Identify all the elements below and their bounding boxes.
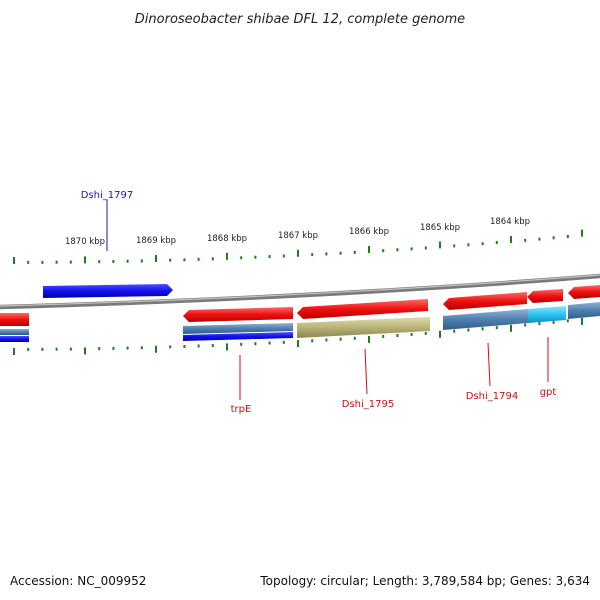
gene-dshi-1794-pointer [487,342,491,387]
gene-dshi-1795-arrow[interactable] [297,299,428,319]
scale-label-1866: 1866 kbp [349,227,389,237]
cds-right-edge-steel[interactable] [568,302,600,319]
cds-left-edge-blue[interactable] [0,336,29,342]
scale-label-1869: 1869 kbp [136,236,176,246]
gene-trpe-label: trpE [231,404,252,415]
lower-scale-ticks [13,317,583,355]
cds-dshi-1794-steel[interactable] [443,309,528,330]
gene-gpt-callout: gpt [540,337,557,398]
gene-dshi-1794-arrow[interactable] [443,292,527,310]
gene-dshi-1795-callout: Dshi_1795 [342,348,394,410]
gene-gpt-arrow[interactable] [527,289,563,303]
gene-dshi-1795-label: Dshi_1795 [342,399,394,410]
upper-scale-ticks [13,229,583,264]
gene-dshi-1797[interactable]: Dshi_1797 [43,190,173,298]
cds-dshi-1795-olive[interactable] [297,317,430,338]
gene-dshi-1795-pointer [364,348,368,395]
cds-trpe-blue[interactable] [183,332,293,341]
gene-trpe-arrow[interactable] [183,307,293,322]
gene-gpt-label: gpt [540,387,557,398]
cds-trpe-steel[interactable] [183,323,293,334]
accession-text: Accession: NC_009952 [10,574,147,588]
scale-label-1868: 1868 kbp [207,234,247,244]
gene-dshi-1797-label: Dshi_1797 [81,190,133,201]
scale-label-1864: 1864 kbp [490,217,530,227]
gene-left-edge-red[interactable] [0,313,29,326]
gene-dshi-1797-arrow[interactable] [43,284,173,298]
genome-title: Dinoroseobacter shibae DFL 12, complete … [135,12,465,27]
cds-gpt-cyan[interactable] [528,306,566,323]
reverse-strand-genes [0,285,600,342]
gene-right-edge-red[interactable] [568,285,600,299]
scale-labels: 1870 kbp 1869 kbp 1868 kbp 1867 kbp 1866… [65,217,530,247]
gene-dshi-1794-callout: Dshi_1794 [466,342,518,402]
scale-label-1867: 1867 kbp [278,231,318,241]
scale-label-1865: 1865 kbp [420,223,460,233]
genome-backbone-highlight [0,274,600,307]
scale-label-1870: 1870 kbp [65,237,105,247]
cds-left-edge-steel[interactable] [0,329,29,335]
topology-text: Topology: circular; Length: 3,789,584 bp… [260,574,590,588]
genome-backbone [0,273,600,310]
gene-dshi-1794-label: Dshi_1794 [466,391,518,402]
gene-trpe-callout: trpE [231,355,252,415]
